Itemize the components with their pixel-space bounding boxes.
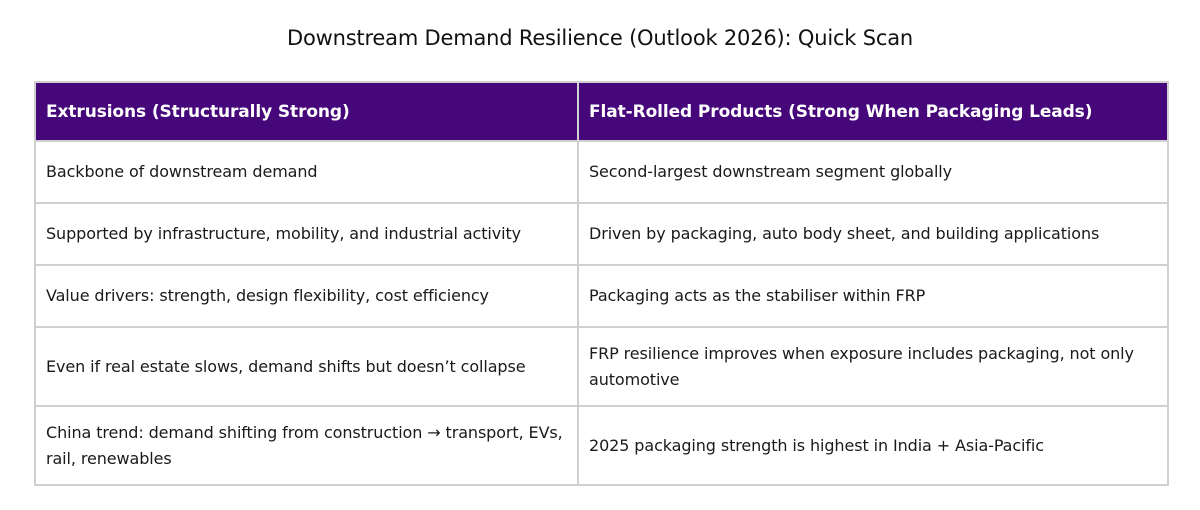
table-row: Supported by infrastructure, mobility, a… — [34, 202, 1169, 266]
table-cell: Second-largest downstream segment global… — [577, 140, 1169, 204]
table-cell: Driven by packaging, auto body sheet, an… — [577, 202, 1169, 266]
table-cell: China trend: demand shifting from constr… — [34, 405, 579, 486]
table-cell: Backbone of downstream demand — [34, 140, 579, 204]
page-title: Downstream Demand Resilience (Outlook 20… — [286, 26, 913, 50]
table-row: Backbone of downstream demand Second-lar… — [34, 140, 1169, 204]
table-row: Value drivers: strength, design flexibil… — [34, 264, 1169, 328]
column-header-flat-rolled: Flat-Rolled Products (Strong When Packag… — [577, 81, 1169, 142]
table-cell: Value drivers: strength, design flexibil… — [34, 264, 579, 328]
column-header-extrusions: Extrusions (Structurally Strong) — [34, 81, 579, 142]
table-cell: 2025 packaging strength is highest in In… — [577, 405, 1169, 486]
table-cell: Supported by infrastructure, mobility, a… — [34, 202, 579, 266]
comparison-table: Extrusions (Structurally Strong) Flat-Ro… — [34, 81, 1169, 486]
table-cell: FRP resilience improves when exposure in… — [577, 326, 1169, 407]
table-row: China trend: demand shifting from constr… — [34, 405, 1169, 486]
table-header-row: Extrusions (Structurally Strong) Flat-Ro… — [34, 81, 1169, 142]
table-cell: Even if real estate slows, demand shifts… — [34, 326, 579, 407]
table-cell: Packaging acts as the stabiliser within … — [577, 264, 1169, 328]
table-row: Even if real estate slows, demand shifts… — [34, 326, 1169, 407]
